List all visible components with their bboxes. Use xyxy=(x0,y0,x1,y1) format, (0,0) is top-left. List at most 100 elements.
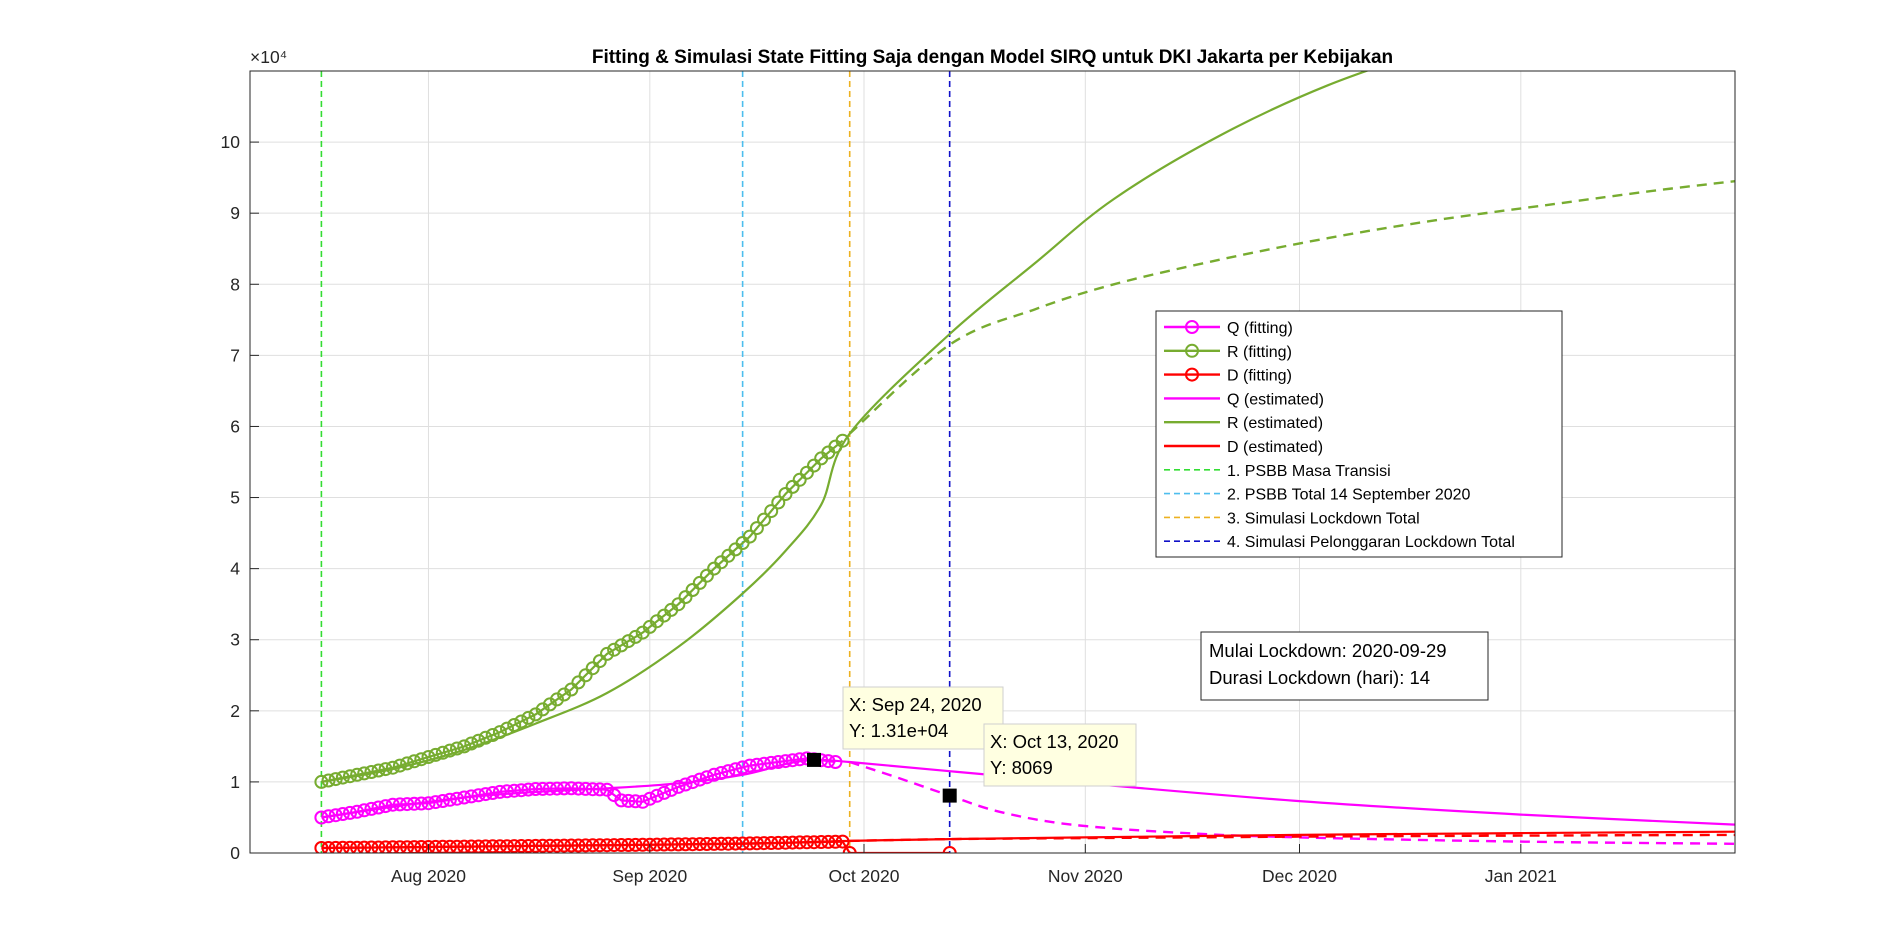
data-point[interactable] xyxy=(507,783,522,798)
data-point[interactable] xyxy=(621,634,636,649)
data-point[interactable] xyxy=(592,654,607,669)
legend-entry-d-estimated[interactable]: D (estimated) xyxy=(1164,439,1323,456)
legend-entry-2-psbb-total-14-september-2020[interactable]: 2. PSBB Total 14 September 2020 xyxy=(1164,487,1471,504)
data-point[interactable] xyxy=(771,495,786,510)
data-point[interactable] xyxy=(628,629,643,644)
data-point[interactable] xyxy=(514,714,529,729)
data-point[interactable] xyxy=(764,504,779,519)
data-point[interactable] xyxy=(792,752,807,767)
lockdown-annotation: Mulai Lockdown: 2020-09-29 Durasi Lockdow… xyxy=(1200,631,1489,701)
y-tick-label: 9 xyxy=(230,203,240,223)
data-point[interactable] xyxy=(471,733,486,748)
data-point[interactable] xyxy=(785,753,800,768)
legend-entry-1-psbb-masa-transisi[interactable]: 1. PSBB Masa Transisi xyxy=(1164,463,1391,480)
data-point[interactable] xyxy=(414,752,429,767)
data-point[interactable] xyxy=(607,642,622,657)
data-point[interactable] xyxy=(757,512,771,527)
data-point[interactable] xyxy=(500,784,514,799)
legend-label: 1. PSBB Masa Transisi xyxy=(1227,463,1391,480)
data-point[interactable] xyxy=(621,793,636,808)
data-point[interactable] xyxy=(842,846,857,859)
data-point[interactable] xyxy=(435,745,450,760)
y-tick-label: 1 xyxy=(230,772,240,792)
data-point[interactable] xyxy=(600,646,614,661)
y-tick-label: 8 xyxy=(230,274,240,294)
data-point[interactable] xyxy=(671,597,686,612)
data-point[interactable] xyxy=(807,458,821,473)
data-point[interactable] xyxy=(550,781,564,796)
data-point[interactable] xyxy=(564,682,579,697)
legend-label: D (fitting) xyxy=(1227,368,1292,385)
data-point[interactable] xyxy=(835,433,850,448)
data-point[interactable] xyxy=(542,781,557,796)
data-point[interactable] xyxy=(521,710,536,725)
x-tick-label: Sep 2020 xyxy=(612,866,687,886)
data-point[interactable] xyxy=(692,575,707,590)
data-point[interactable] xyxy=(771,755,786,769)
data-point[interactable] xyxy=(685,583,700,597)
data-point[interactable] xyxy=(442,743,457,758)
data-point[interactable] xyxy=(421,750,436,764)
data-point[interactable] xyxy=(671,779,686,794)
legend-entry-3-simulasi-lockdown-total[interactable]: 3. Simulasi Lockdown Total xyxy=(1164,510,1420,527)
datatip-marker[interactable] xyxy=(942,788,957,803)
datatip[interactable]: X: Oct 13, 2020 Y: 8069 xyxy=(942,723,1137,803)
data-point[interactable] xyxy=(528,782,543,796)
data-point[interactable] xyxy=(735,760,750,775)
legend-entry-q-estimated[interactable]: Q (estimated) xyxy=(1164,391,1324,408)
data-point[interactable] xyxy=(485,786,500,800)
data-point[interactable] xyxy=(571,675,586,690)
data-point[interactable] xyxy=(792,472,807,487)
data-point[interactable] xyxy=(699,770,714,785)
data-point[interactable] xyxy=(942,846,957,859)
datatip-box xyxy=(983,723,1137,787)
legend-entry-q-fitting[interactable]: Q (fitting) xyxy=(1164,320,1293,337)
data-point[interactable] xyxy=(657,785,672,800)
datatip-marker[interactable] xyxy=(807,752,821,767)
legend-entry-4-simulasi-pelonggaran-lockdown-total[interactable]: 4. Simulasi Pelonggaran Lockdown Total xyxy=(1164,534,1515,551)
data-point[interactable] xyxy=(492,784,507,799)
data-point[interactable] xyxy=(778,487,793,501)
data-point[interactable] xyxy=(649,788,664,803)
data-point[interactable] xyxy=(749,521,764,536)
legend-marker xyxy=(1185,343,1199,358)
data-point[interactable] xyxy=(742,758,757,773)
y-tick-label: 6 xyxy=(230,416,240,436)
data-point[interactable] xyxy=(614,638,629,653)
data-point[interactable] xyxy=(385,797,400,812)
data-point[interactable] xyxy=(407,754,422,769)
data-point[interactable] xyxy=(464,736,479,751)
data-point[interactable] xyxy=(585,661,600,676)
data-point[interactable] xyxy=(742,529,757,544)
legend-entry-r-estimated[interactable]: R (estimated) xyxy=(1164,415,1323,432)
data-point[interactable] xyxy=(514,783,529,798)
data-point[interactable] xyxy=(778,754,793,769)
data-point[interactable] xyxy=(428,747,443,762)
data-point[interactable] xyxy=(521,782,536,797)
data-point[interactable] xyxy=(535,781,550,796)
datatip-box xyxy=(842,686,1004,750)
data-point[interactable] xyxy=(799,465,814,480)
data-point[interactable] xyxy=(635,794,650,809)
data-point[interactable] xyxy=(628,794,643,809)
data-point[interactable] xyxy=(678,777,693,792)
data-point[interactable] xyxy=(699,568,714,583)
legend[interactable]: Q (fitting) R (fitting) D (fitting) Q (esti… xyxy=(1155,310,1563,558)
annotation-line: Mulai Lockdown: 2020-09-29 xyxy=(1209,640,1447,661)
datatip[interactable]: X: Sep 24, 2020 Y: 1.31e+04 xyxy=(807,686,1004,767)
data-point[interactable] xyxy=(707,767,722,782)
data-point[interactable] xyxy=(678,590,693,605)
d-estimated-line xyxy=(321,830,1735,850)
data-point[interactable] xyxy=(450,741,464,756)
data-point[interactable] xyxy=(642,791,657,806)
y-tick-label: 2 xyxy=(230,701,240,721)
data-point[interactable] xyxy=(614,793,629,808)
data-point[interactable] xyxy=(557,781,572,796)
legend-entry-r-fitting[interactable]: R (fitting) xyxy=(1164,343,1292,361)
annotation-box xyxy=(1200,631,1489,701)
data-point[interactable] xyxy=(785,479,800,494)
data-point[interactable] xyxy=(564,781,579,796)
legend-entry-d-fitting[interactable]: D (fitting) xyxy=(1164,367,1292,385)
data-point[interactable] xyxy=(578,668,593,683)
data-point[interactable] xyxy=(457,739,472,754)
